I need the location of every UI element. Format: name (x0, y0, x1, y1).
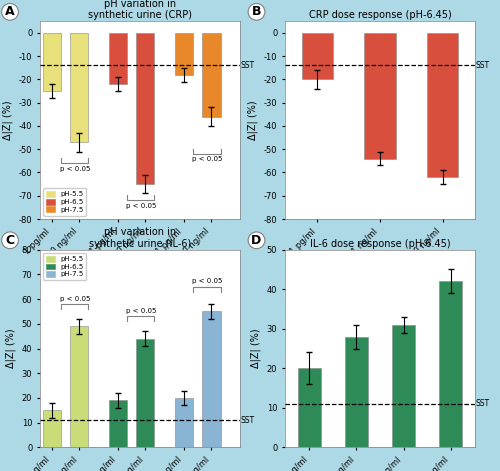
Text: p < 0.05: p < 0.05 (60, 166, 90, 171)
Bar (392, 325, 415, 447)
Text: p < 0.05: p < 0.05 (60, 296, 90, 301)
Bar (302, 33, 333, 80)
Text: SST: SST (240, 416, 255, 425)
Title: pH variation in
synthetic urine (IL-6): pH variation in synthetic urine (IL-6) (89, 227, 191, 249)
Bar (70, 326, 88, 447)
Bar (364, 33, 396, 159)
Bar (136, 33, 154, 184)
Y-axis label: Δ|Z| (%): Δ|Z| (%) (6, 329, 16, 368)
X-axis label: CRP antigen concentrations: CRP antigen concentrations (317, 266, 443, 275)
Text: p < 0.05: p < 0.05 (192, 278, 222, 284)
Y-axis label: Δ|Z| (%): Δ|Z| (%) (2, 100, 13, 140)
Text: SST: SST (240, 61, 255, 70)
Legend: pH-5.5, pH-6.5, pH-7.5: pH-5.5, pH-6.5, pH-7.5 (44, 253, 86, 280)
Text: C: C (6, 234, 15, 247)
Text: A: A (5, 5, 15, 18)
Bar (439, 281, 462, 447)
Text: SST: SST (476, 61, 490, 70)
Bar (202, 33, 220, 117)
Text: SST: SST (476, 399, 490, 408)
Bar (174, 398, 194, 447)
Text: p < 0.05: p < 0.05 (126, 308, 156, 314)
Text: B: B (252, 5, 261, 18)
Bar (42, 33, 61, 91)
Title: CRP dose response (pH-6.45): CRP dose response (pH-6.45) (308, 10, 452, 20)
Bar (344, 337, 368, 447)
Title: IL-6 dose response (pH 6.45): IL-6 dose response (pH 6.45) (310, 239, 450, 249)
Bar (427, 33, 458, 177)
Text: p < 0.05: p < 0.05 (192, 156, 222, 162)
Bar (108, 33, 128, 84)
Bar (136, 339, 154, 447)
Bar (42, 410, 61, 447)
Text: p < 0.05: p < 0.05 (126, 203, 156, 209)
Y-axis label: Δ|Z| (%): Δ|Z| (%) (248, 100, 258, 140)
Bar (108, 400, 128, 447)
X-axis label: CRP antigen concentrations: CRP antigen concentrations (77, 266, 203, 275)
Bar (174, 33, 194, 75)
Legend: pH-5.5, pH-6.5, pH-7.5: pH-5.5, pH-6.5, pH-7.5 (44, 188, 86, 216)
Text: D: D (252, 234, 262, 247)
Title: pH variation in
synthetic urine (CRP): pH variation in synthetic urine (CRP) (88, 0, 192, 20)
Bar (70, 33, 88, 142)
Y-axis label: Δ|Z| (%): Δ|Z| (%) (250, 329, 261, 368)
Bar (298, 368, 321, 447)
Bar (202, 311, 220, 447)
